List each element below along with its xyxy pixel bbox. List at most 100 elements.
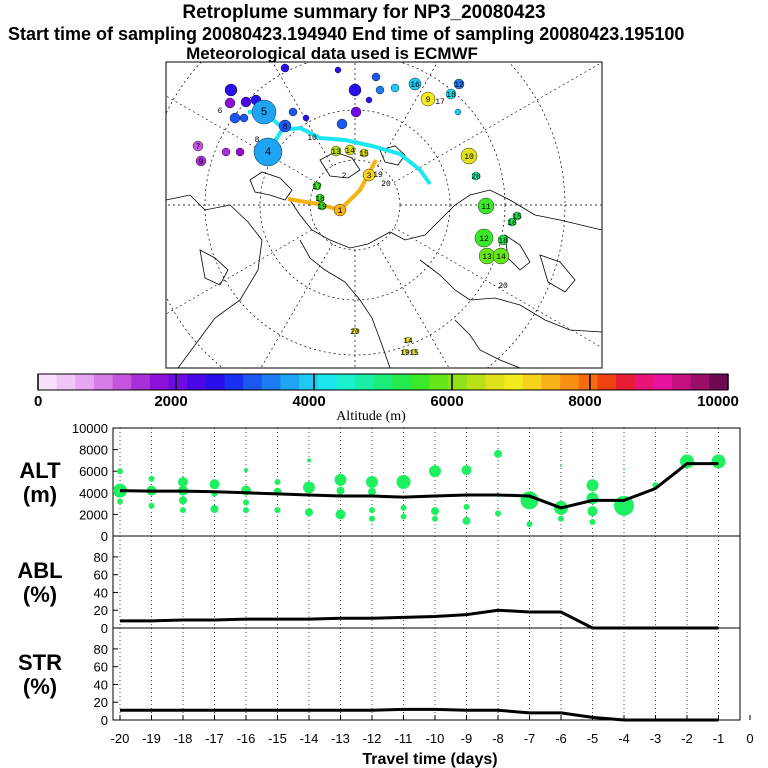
- scatter-point: [274, 507, 281, 514]
- scatter-point: [335, 509, 346, 520]
- plume-label: 18: [446, 91, 456, 100]
- plume-label: 3: [367, 172, 372, 181]
- colorbar-swatch: [597, 374, 617, 390]
- plume-circle: [404, 336, 412, 344]
- scatter-point: [560, 464, 562, 467]
- plume-dot: [280, 63, 290, 73]
- plume-marker: 20: [381, 180, 391, 189]
- scatter-point: [117, 498, 123, 505]
- y-axis-unit: (%): [23, 674, 57, 699]
- colorbar-swatch: [634, 374, 654, 390]
- plume-circle: [362, 168, 376, 182]
- scatter-point: [243, 499, 249, 506]
- scatter-point: [307, 458, 311, 463]
- scatter-point: [586, 479, 599, 492]
- plume-circle: [192, 140, 204, 152]
- series-line: [120, 608, 719, 630]
- plume-circle: [420, 91, 436, 107]
- scatter-point: [429, 465, 441, 478]
- plume-dot: [224, 97, 236, 109]
- colorbar-swatch: [75, 374, 95, 390]
- plume-marker: 12: [453, 78, 465, 90]
- plume-dot: [371, 72, 381, 82]
- y-axis-unit: (%): [23, 582, 57, 607]
- y-tick-label: 2000: [79, 507, 108, 522]
- panel-frame: [112, 627, 741, 721]
- scatter-point: [117, 468, 123, 475]
- scatter-point: [432, 515, 438, 522]
- plume-dot: [334, 66, 342, 74]
- plume-marker: 5: [251, 99, 277, 125]
- plume-label: 14: [403, 337, 413, 346]
- x-tick-label: -1: [713, 731, 725, 746]
- y-tick-label: 0: [101, 621, 108, 636]
- plume-marker: 17: [312, 181, 322, 192]
- colorbar-swatch: [541, 374, 561, 390]
- panel-abl: 0 20 40 60 80 ABL(%): [17, 535, 741, 636]
- colorbar-tick-label: 8000: [568, 393, 601, 410]
- scatter-point: [274, 479, 281, 485]
- plume-label: 19: [373, 171, 383, 180]
- coastline: [419, 259, 602, 333]
- coastline: [289, 189, 602, 249]
- scatter-point: [463, 503, 470, 510]
- plume-label: 14: [496, 253, 506, 262]
- scatter-point: [587, 506, 598, 517]
- colorbar-swatch: [392, 374, 412, 390]
- plume-dot: [348, 83, 362, 97]
- coastline: [454, 319, 521, 368]
- plume-dot: [350, 106, 362, 118]
- plume-circle: [312, 181, 322, 191]
- x-tick-label: -13: [331, 731, 350, 746]
- y-axis-label: STR: [18, 650, 62, 675]
- colorbar-label: Altitude (m): [336, 409, 406, 424]
- plume-marker: 20: [350, 327, 360, 337]
- plume-label: 16: [507, 219, 517, 228]
- plume-circle: [317, 201, 327, 211]
- plume-label: 16: [410, 81, 420, 90]
- scatter-point: [396, 475, 411, 489]
- colorbar-swatch: [112, 374, 132, 390]
- plume-marker: 20: [498, 282, 508, 291]
- y-tick-label: 80: [94, 642, 108, 657]
- plume-marker: 20: [471, 171, 481, 182]
- plume-marker: 19: [373, 171, 383, 180]
- plume-marker: 19: [317, 201, 327, 212]
- colorbar-swatch: [466, 374, 487, 390]
- plume-label: 11: [481, 203, 491, 212]
- plume-dot: [302, 114, 310, 122]
- plume-marker: 18: [445, 88, 457, 100]
- colorbar-swatch: [373, 374, 393, 390]
- plume-circle: [344, 144, 356, 156]
- scatter-point: [623, 468, 625, 471]
- colorbar-tick-label: 0: [34, 393, 42, 410]
- series-line: [120, 707, 719, 722]
- y-tick-label: 6000: [79, 464, 108, 479]
- plume-marker: 14: [492, 247, 510, 265]
- plume-track-orange: [287, 159, 378, 212]
- y-tick-label: 80: [94, 550, 108, 565]
- y-tick-label: 20: [94, 695, 108, 710]
- map-frame: [165, 61, 603, 369]
- x-tick-label: -8: [492, 731, 504, 746]
- colorbar-swatch: [243, 374, 263, 390]
- plume-circle: [333, 203, 347, 217]
- plume-marker: 15: [359, 148, 369, 159]
- x-tick-label: -7: [524, 731, 536, 746]
- series-line: [119, 462, 719, 510]
- plume-dot: [229, 112, 241, 124]
- scatter-point: [589, 518, 596, 525]
- plume-label: 18: [315, 195, 325, 204]
- colorbar-swatch: [261, 374, 281, 390]
- scatter-point: [495, 510, 501, 517]
- x-tick-label: -20: [111, 731, 130, 746]
- plume-dot: [235, 147, 245, 157]
- colorbar-swatch: [653, 374, 673, 390]
- scatter-point: [148, 502, 155, 509]
- scatter-point: [303, 481, 315, 494]
- scatter-point: [558, 515, 564, 522]
- scatter-point: [305, 508, 313, 517]
- plume-marker: 15: [512, 211, 522, 222]
- colorbar-tick-label: 4000: [292, 393, 325, 410]
